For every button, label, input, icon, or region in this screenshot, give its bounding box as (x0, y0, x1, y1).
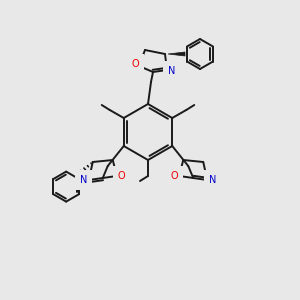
Text: O: O (131, 59, 139, 69)
Text: N: N (80, 175, 87, 185)
Text: O: O (170, 171, 178, 181)
Polygon shape (168, 52, 185, 56)
Text: N: N (208, 175, 216, 185)
Text: O: O (118, 171, 126, 181)
Text: N: N (168, 66, 176, 76)
